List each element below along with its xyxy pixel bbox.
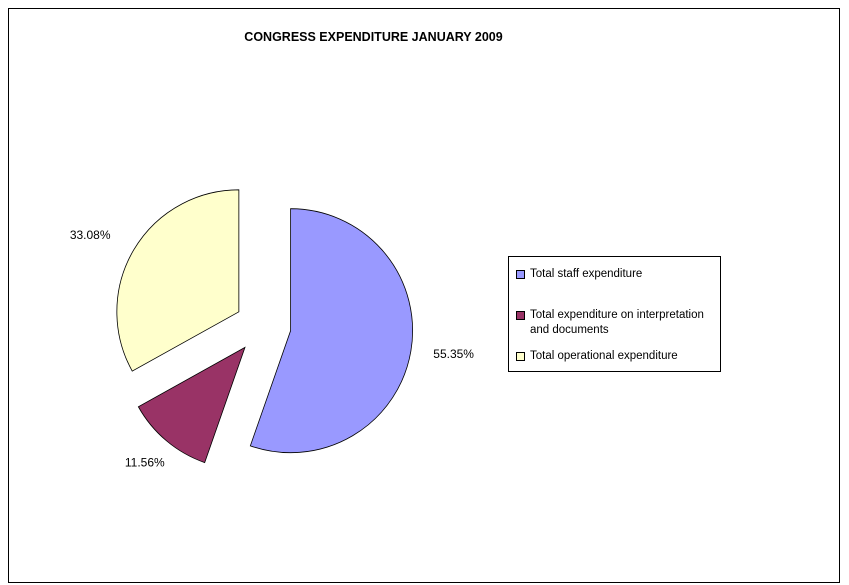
slice-percent-label: 11.56% <box>125 456 165 470</box>
legend-label: Total staff expenditure <box>530 267 710 282</box>
legend-item: Total expenditure on interpretation and … <box>516 308 710 338</box>
legend-swatch <box>516 311 525 320</box>
legend-item: Total staff expenditure <box>516 267 710 282</box>
legend-label: Total operational expenditure <box>530 349 710 364</box>
legend: Total staff expenditure Total expenditur… <box>508 256 721 372</box>
pie-slice <box>138 347 245 462</box>
pie-slice <box>117 190 239 371</box>
legend-label: Total expenditure on interpretation and … <box>530 308 710 338</box>
slice-percent-label: 55.35% <box>433 347 474 361</box>
legend-item: Total operational expenditure <box>516 349 710 364</box>
slice-percent-label: 33.08% <box>70 228 111 242</box>
legend-swatch <box>516 352 525 361</box>
legend-swatch <box>516 270 525 279</box>
pie-slice <box>250 209 412 453</box>
